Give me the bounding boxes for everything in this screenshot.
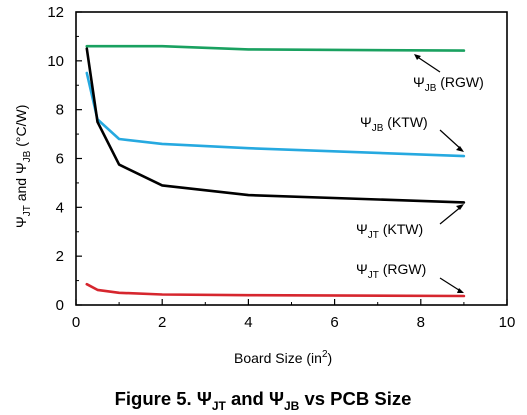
arrowhead: [457, 288, 464, 293]
label-text: ΨJB (RGW): [413, 74, 484, 94]
x-tick-label: 6: [330, 314, 338, 331]
x-axis-label: Board Size (in2): [234, 349, 332, 366]
series-line-psi-jb-rgw: [85, 44, 466, 52]
y-tick-label: 8: [56, 102, 64, 119]
series-line-psi-jt-rgw: [85, 282, 466, 298]
plot-frame: [75, 11, 508, 306]
pointer-arrow: [415, 55, 441, 73]
arrowhead: [414, 54, 421, 60]
label-text: ΨJT (KTW): [356, 221, 423, 241]
label-psi-jt-ktw: ΨJT (KTW): [356, 205, 463, 241]
label-psi-jb-rgw: ΨJB (RGW): [413, 55, 484, 94]
pointer-arrow: [439, 129, 463, 151]
y-tick-label: 10: [47, 53, 64, 70]
y-tick-label: 6: [56, 151, 64, 168]
x-tick-label: 2: [158, 314, 166, 331]
arrowhead: [456, 204, 464, 210]
arrowhead: [456, 146, 464, 152]
pointer-arrow: [439, 205, 463, 225]
series-line-psi-jt-ktw: [85, 47, 466, 204]
y-axis-label: ΨJT and ΨJB (°C/W): [13, 105, 33, 228]
label-text: ΨJB (KTW): [360, 114, 428, 134]
y-tick-label: 0: [56, 297, 64, 314]
x-tick-label: 4: [244, 314, 252, 331]
series-lines: [85, 44, 466, 298]
x-tick-label: 0: [72, 314, 80, 331]
label-psi-jb-ktw: ΨJB (KTW): [360, 114, 463, 151]
x-tick-label: 8: [417, 314, 425, 331]
x-tick-label: 10: [499, 314, 516, 331]
y-tick-label: 12: [47, 4, 64, 21]
y-tick-label: 4: [56, 199, 64, 216]
label-psi-jt-rgw: ΨJT (RGW): [356, 261, 463, 293]
figure-caption: Figure 5. ΨJT and ΨJB vs PCB Size: [115, 388, 412, 413]
label-text: ΨJT (RGW): [356, 261, 426, 281]
y-tick-label: 2: [56, 248, 64, 265]
